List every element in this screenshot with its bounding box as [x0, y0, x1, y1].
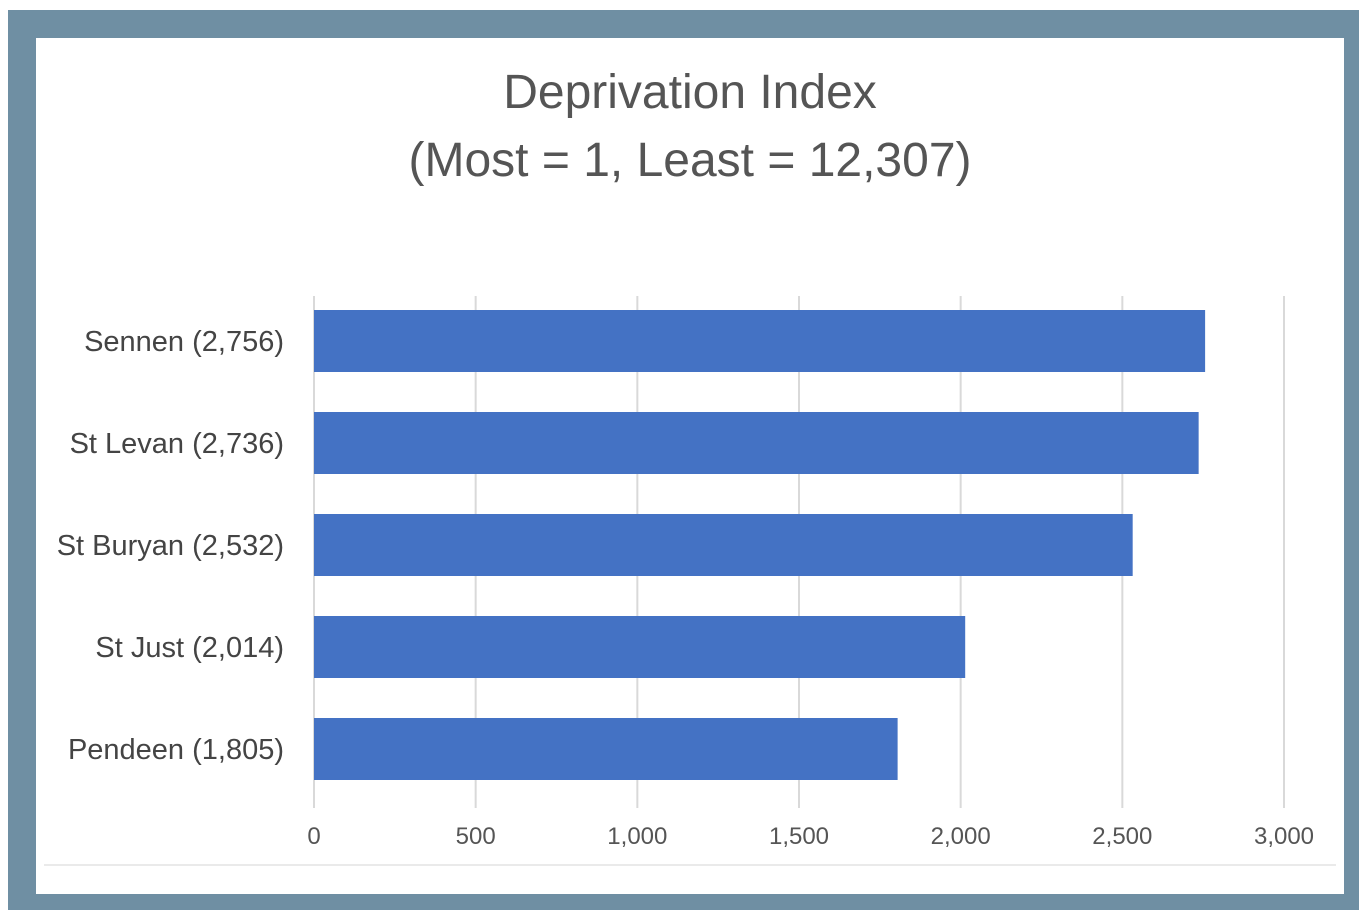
x-tick-label: 2,000: [931, 823, 991, 850]
x-tick-label: 1,000: [607, 823, 667, 850]
bar: [314, 616, 966, 678]
x-axis-tick-labels: 0 500 1,000 1,500 2,000 2,500 3,000: [307, 823, 1314, 850]
category-label: St Levan (2,736): [70, 428, 284, 460]
x-tick-label: 500: [456, 823, 496, 850]
chart-subtitle: (Most = 1, Least = 12,307): [409, 134, 972, 187]
x-tick-label: 2,500: [1092, 823, 1152, 850]
chart-frame: Deprivation Index (Most = 1, Least = 12,…: [8, 10, 1359, 910]
x-tick-label: 3,000: [1254, 823, 1314, 850]
category-label: Sennen (2,756): [84, 326, 284, 358]
category-label: St Buryan (2,532): [57, 530, 284, 562]
deprivation-bar-chart: Deprivation Index (Most = 1, Least = 12,…: [44, 66, 1336, 866]
category-labels: Sennen (2,756) St Levan (2,736) St Buryan …: [57, 326, 284, 766]
chart-title: Deprivation Index: [503, 66, 877, 119]
bars: [314, 310, 1206, 780]
x-tick-label: 1,500: [769, 823, 829, 850]
chart-panel: Deprivation Index (Most = 1, Least = 12,…: [36, 38, 1344, 894]
bar: [314, 310, 1206, 372]
bar: [314, 412, 1199, 474]
bar: [314, 718, 898, 780]
category-label: Pendeen (1,805): [68, 734, 284, 766]
bar: [314, 514, 1133, 576]
category-label: St Just (2,014): [95, 632, 284, 664]
x-tick-label: 0: [307, 823, 320, 850]
